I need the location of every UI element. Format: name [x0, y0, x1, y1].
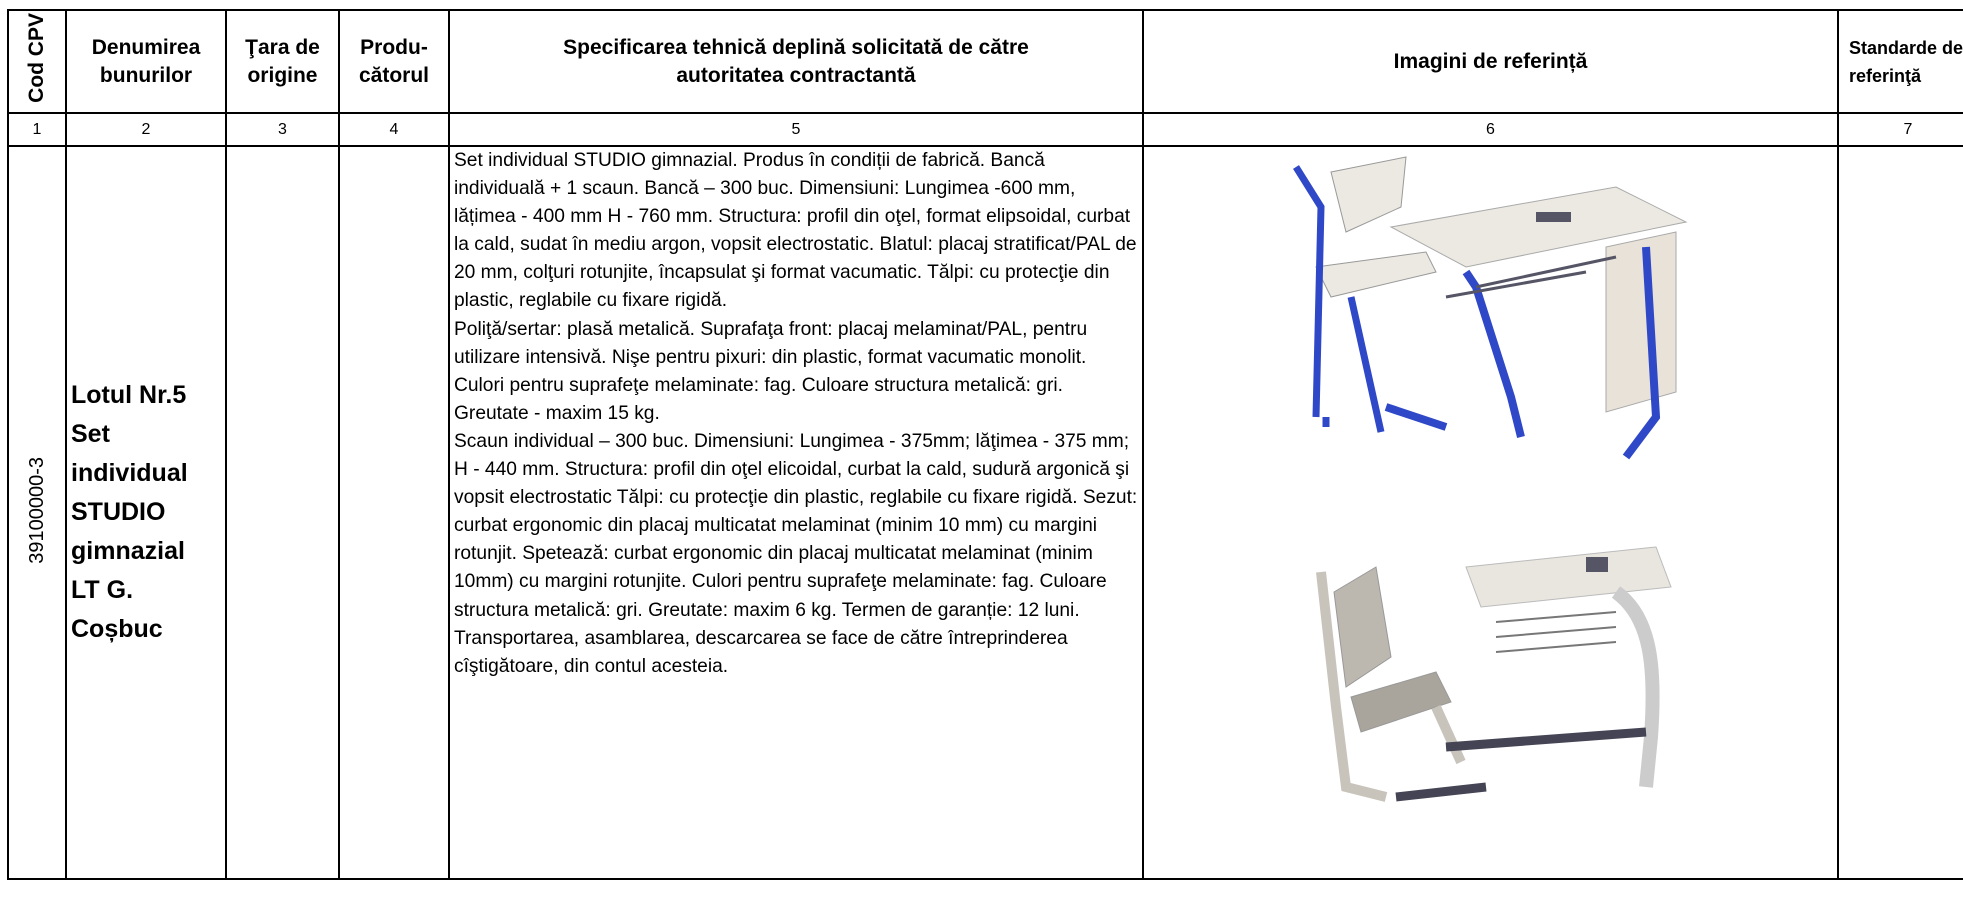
header-cell: Ţara de origine	[225, 9, 340, 114]
lot-name-line: Coșbuc	[71, 615, 163, 643]
document: Cod CPV Denumirea bunurilor Ţara de orig…	[7, 9, 1963, 920]
reference-images	[1292, 156, 1688, 802]
header-cell: Standarde de referinţă	[1837, 9, 1963, 114]
empty-cell	[1837, 145, 1963, 880]
column-number: 4	[338, 112, 450, 147]
empty-cell	[225, 145, 340, 880]
column-number: 5	[448, 112, 1144, 147]
lot-name-line: LT G.	[71, 576, 134, 604]
lot-name-line: STUDIO	[71, 498, 166, 526]
header-cell: Produ-cătorul	[338, 9, 450, 114]
header-cell: Specificarea tehnică deplină solicitată …	[448, 9, 1144, 114]
spec-paragraph: Scaun individual – 300 buc. Dimensiuni: …	[454, 430, 1138, 677]
image-cell	[1142, 145, 1839, 880]
spec-table: Cod CPV Denumirea bunurilor Ţara de orig…	[7, 9, 1963, 880]
header-text: Cod CPV	[25, 12, 48, 103]
lot-name-line: individual	[71, 459, 188, 487]
cpv-code: 39100000-3	[25, 456, 48, 564]
column-number: 3	[225, 112, 340, 147]
desk-image-2	[1315, 546, 1672, 802]
cpv-cell: 39100000-3	[7, 145, 67, 880]
lot-name-line: Lotul Nr.5	[71, 381, 187, 409]
name-cell: Lotul Nr.5 Set individual STUDIO gimnazial LT…	[65, 145, 227, 880]
spec-paragraph: Poliţă/sertar: plasă metalică. Suprafaţa…	[454, 318, 1088, 424]
column-number: 7	[1837, 112, 1963, 147]
lot-name-line: Set	[71, 420, 110, 448]
header-cell: Cod CPV	[7, 9, 67, 114]
desk-image-1	[1292, 156, 1688, 460]
empty-cell	[338, 145, 450, 880]
column-number: 1	[7, 112, 67, 147]
lot-name-line: gimnazial	[71, 537, 185, 565]
spec-cell: Set individual STUDIO gimnazial. Produs …	[448, 145, 1144, 880]
column-number: 6	[1142, 112, 1839, 147]
header-cell: Denumirea bunurilor	[65, 9, 227, 114]
column-number: 2	[65, 112, 227, 147]
spec-paragraph: Set individual STUDIO gimnazial. Produs …	[454, 150, 1137, 312]
header-cell: Imagini de referință	[1142, 9, 1839, 114]
